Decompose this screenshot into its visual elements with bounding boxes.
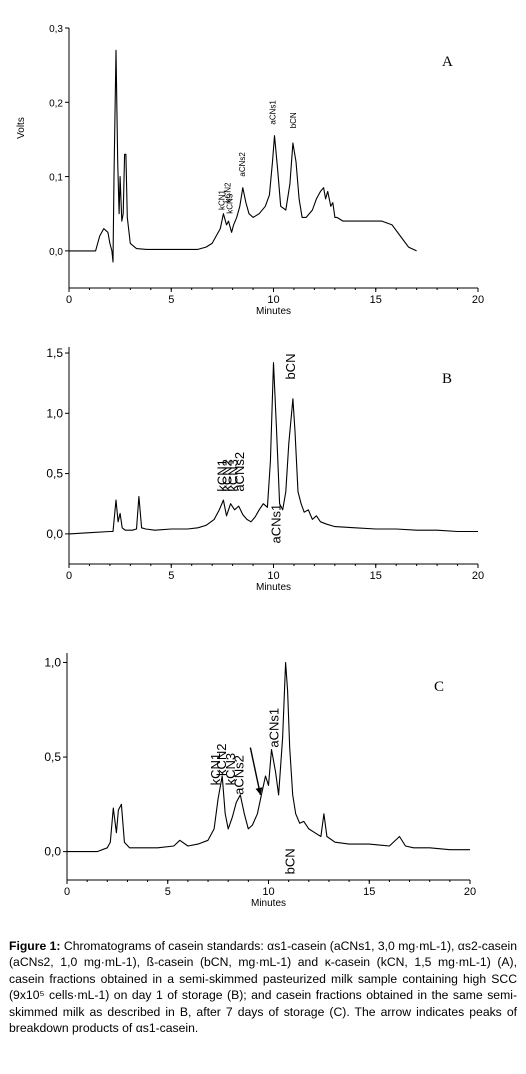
peak-label: aCNs1 bbox=[269, 504, 284, 544]
x-tick-label: 15 bbox=[370, 294, 382, 306]
chromatogram-trace bbox=[67, 661, 470, 853]
peak-label: kCN1 bbox=[208, 753, 223, 786]
arrow-head bbox=[255, 787, 263, 795]
x-axis-title: Minutes bbox=[256, 582, 291, 593]
y-tick-label: 1,5 bbox=[46, 346, 63, 360]
chromatogram-trace bbox=[68, 362, 478, 535]
y-tick-label: 1,0 bbox=[46, 406, 63, 420]
caption-label: Figure 1: bbox=[9, 939, 61, 953]
y-axis-title: Volts bbox=[16, 117, 27, 139]
x-tick-label: 20 bbox=[472, 570, 484, 582]
peak-label: aCNs2 bbox=[231, 755, 246, 795]
x-tick-label: 5 bbox=[165, 886, 171, 898]
x-tick-label: 0 bbox=[66, 570, 72, 582]
peak-label: kCN3 bbox=[223, 753, 238, 786]
peak-label: bCN bbox=[289, 112, 298, 128]
peak-label: aCNs1 bbox=[267, 708, 282, 748]
y-tick-label: 0,5 bbox=[46, 467, 63, 481]
panel-label: B bbox=[442, 371, 452, 387]
peak-label: bCN bbox=[283, 354, 298, 380]
panel-a: 0 5 10 15 20 0,0 0,1 0,2 0,3 Minutes Volts AkCN1kCN… bbox=[16, 24, 484, 317]
panel-b: 0 5 10 15 20 0,0 0,5 1,0 1,5 Minutes BkCN1kCN2kCN3… bbox=[46, 346, 484, 593]
x-tick-label: 5 bbox=[168, 294, 174, 306]
y-tick-label: 0,5 bbox=[44, 750, 61, 764]
x-axis-title: Minutes bbox=[256, 306, 291, 317]
x-tick-label: 0 bbox=[66, 294, 72, 306]
y-tick-label: 0,1 bbox=[49, 173, 63, 184]
x-tick-label: 20 bbox=[472, 294, 484, 306]
peak-label: kCN2 bbox=[224, 182, 233, 203]
y-tick-label: 1,0 bbox=[44, 655, 61, 669]
x-tick-label: 10 bbox=[267, 570, 279, 582]
x-tick-label: 0 bbox=[64, 886, 70, 898]
peak-label: bCN bbox=[283, 848, 298, 874]
peak-label: kCN3 bbox=[226, 193, 235, 214]
panel-c: 0 5 10 15 200,00,51,0MinutesCkCN1kCN2kCN3aCN… bbox=[44, 653, 476, 909]
panel-label: C bbox=[434, 679, 444, 695]
y-tick-label: 0,3 bbox=[49, 24, 63, 35]
peak-label: kCN2 bbox=[220, 459, 235, 492]
x-tick-label: 15 bbox=[370, 570, 382, 582]
peak-label: aCNs2 bbox=[238, 152, 247, 177]
x-tick-label: 5 bbox=[168, 570, 174, 582]
y-tick-label: 0,0 bbox=[44, 845, 61, 859]
peak-label: aCNs1 bbox=[269, 100, 278, 125]
caption-text: Chromatograms of casein standards: αs1-c… bbox=[9, 939, 518, 1036]
x-axis-title: Minutes bbox=[251, 898, 286, 909]
x-tick-label: 20 bbox=[464, 886, 476, 898]
x-tick-label: 15 bbox=[363, 886, 375, 898]
peak-label: kCN3 bbox=[226, 459, 241, 492]
x-tick-label: 10 bbox=[262, 886, 274, 898]
y-tick-label: 0,2 bbox=[49, 98, 63, 109]
peak-label: kCN1 bbox=[217, 189, 226, 210]
panel-label: A bbox=[442, 54, 453, 70]
peak-label: kCN1 bbox=[214, 459, 229, 492]
y-tick-label: 0,0 bbox=[49, 247, 63, 258]
breakdown-arrow bbox=[249, 747, 262, 796]
y-tick-label: 0,0 bbox=[46, 527, 63, 541]
peak-label: aCNs2 bbox=[232, 452, 247, 492]
peak-label: kCN2 bbox=[214, 743, 229, 776]
chromatogram-trace bbox=[69, 49, 417, 263]
x-tick-label: 10 bbox=[267, 294, 279, 306]
figure-caption: Figure 1: Chromatograms of casein standa… bbox=[9, 938, 517, 1036]
chromatogram-figure: 0 5 10 15 200,00,10,20,3MinutesVoltsAkCN1kCN… bbox=[16, 24, 484, 909]
